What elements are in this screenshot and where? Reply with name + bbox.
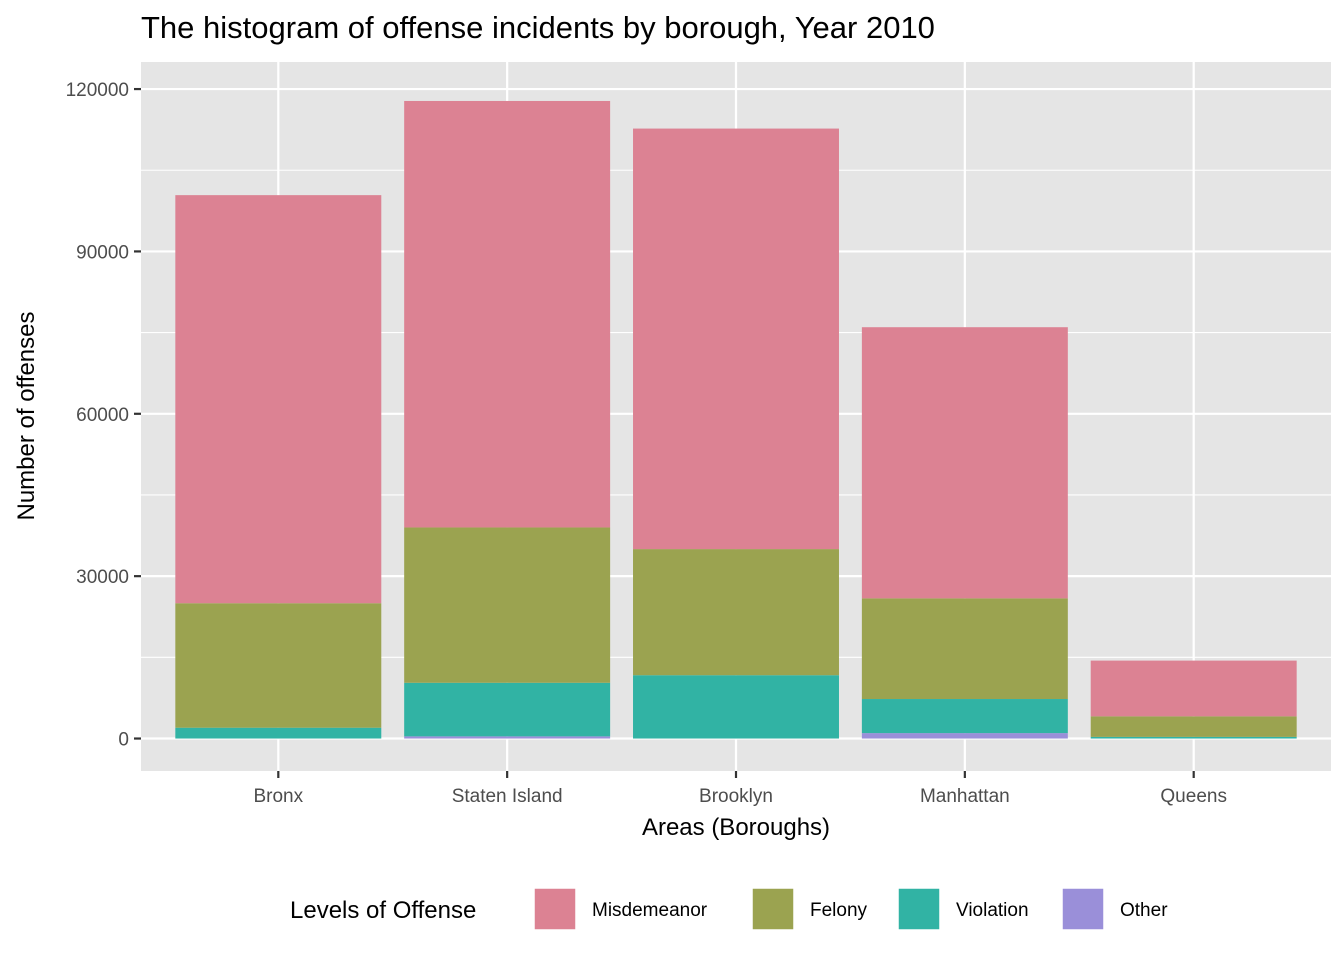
legend-label-other: Other (1120, 900, 1168, 921)
bar-violation-bronx (175, 727, 382, 739)
chart-title: The histogram of offense incidents by bo… (141, 10, 935, 45)
legend-label-misdemeanor: Misdemeanor (592, 900, 708, 921)
bar-felony-brooklyn (633, 549, 839, 676)
legend-title: Levels of Offense (290, 897, 476, 924)
bar-other-manhattan (861, 733, 1068, 739)
bar-misdemeanor-queens (1090, 660, 1297, 717)
bar-misdemeanor-manhattan (861, 327, 1068, 599)
bar-other-staten-island (404, 736, 611, 739)
y-axis-title: Number of offenses (13, 311, 40, 520)
y-tick-label: 90000 (76, 242, 129, 263)
x-axis: Bronx Staten Island Brooklyn Manhattan Queen… (253, 771, 1227, 807)
y-tick-label: 60000 (76, 405, 129, 426)
legend-key-felony (751, 887, 795, 931)
bars-group (175, 100, 1297, 739)
x-tick-label: Brooklyn (699, 786, 773, 807)
bar-violation-staten-island (404, 682, 611, 737)
bar-violation-brooklyn (633, 675, 839, 739)
bar-felony-manhattan (861, 598, 1068, 700)
legend-label-felony: Felony (810, 900, 868, 921)
bar-misdemeanor-brooklyn (633, 128, 839, 550)
x-axis-title: Areas (Boroughs) (642, 814, 830, 841)
legend: Levels of Offense Misdemeanor Felony Viola… (290, 887, 1168, 931)
y-tick-label: 120000 (66, 80, 129, 101)
bar-felony-bronx (175, 603, 382, 728)
bar-felony-queens (1090, 716, 1297, 737)
y-axis: 0 30000 60000 90000 120000 (66, 80, 141, 751)
legend-key-other (1061, 887, 1105, 931)
legend-key-violation (897, 887, 941, 931)
legend-key-misdemeanor (533, 887, 577, 931)
legend-label-violation: Violation (956, 900, 1029, 921)
bar-misdemeanor-staten-island (404, 100, 611, 528)
bar-violation-queens (1090, 736, 1297, 739)
bar-violation-manhattan (861, 699, 1068, 734)
x-tick-label: Queens (1160, 786, 1227, 807)
x-tick-label: Bronx (253, 786, 303, 807)
x-tick-label: Staten Island (452, 786, 563, 807)
bar-felony-staten-island (404, 527, 611, 683)
x-tick-label: Manhattan (920, 786, 1010, 807)
bar-misdemeanor-bronx (175, 195, 382, 604)
y-tick-label: 0 (118, 730, 129, 751)
y-tick-label: 30000 (76, 567, 129, 588)
